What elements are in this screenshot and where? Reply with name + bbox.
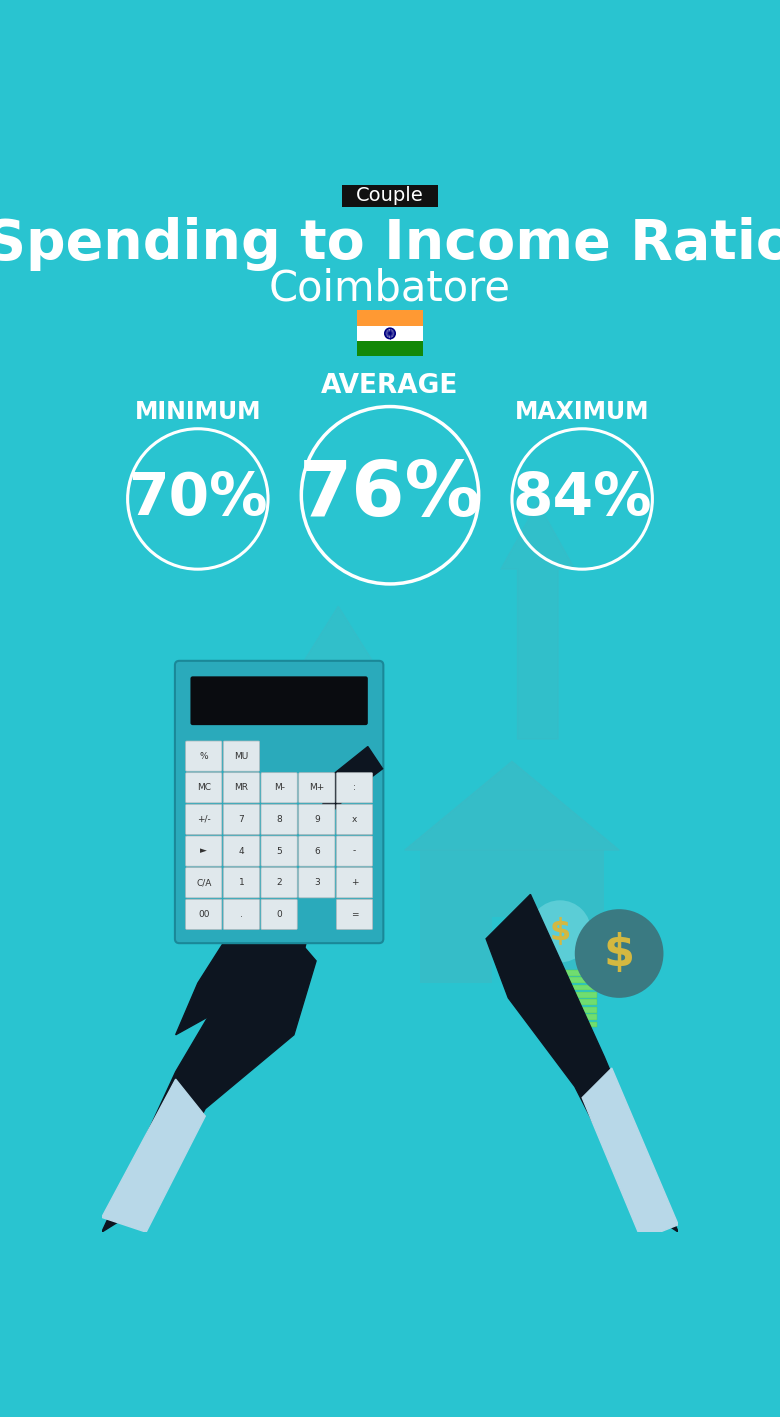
- FancyBboxPatch shape: [299, 805, 335, 835]
- Polygon shape: [301, 606, 375, 813]
- Text: MR: MR: [235, 784, 249, 792]
- FancyBboxPatch shape: [299, 836, 335, 866]
- FancyBboxPatch shape: [186, 867, 222, 898]
- Bar: [356, 310, 424, 326]
- Bar: [538, 1022, 597, 1027]
- FancyBboxPatch shape: [175, 660, 383, 944]
- Text: AVERAGE: AVERAGE: [321, 373, 459, 398]
- Text: MINIMUM: MINIMUM: [135, 401, 261, 425]
- FancyBboxPatch shape: [223, 900, 260, 930]
- Circle shape: [575, 910, 664, 998]
- Text: MU: MU: [234, 751, 249, 761]
- Text: Couple: Couple: [356, 186, 424, 204]
- FancyBboxPatch shape: [186, 772, 222, 803]
- Text: 0: 0: [276, 910, 282, 918]
- Text: 7: 7: [239, 815, 244, 823]
- Polygon shape: [486, 894, 679, 1233]
- Text: 5: 5: [276, 846, 282, 856]
- Bar: [491, 917, 532, 983]
- FancyBboxPatch shape: [336, 836, 373, 866]
- Text: 8: 8: [276, 815, 282, 823]
- Text: 00: 00: [198, 910, 210, 918]
- FancyBboxPatch shape: [190, 676, 368, 726]
- Bar: [356, 326, 424, 341]
- Text: 1: 1: [239, 879, 244, 887]
- Polygon shape: [582, 1068, 679, 1240]
- Bar: [538, 1006, 597, 1013]
- FancyBboxPatch shape: [223, 836, 260, 866]
- Bar: [356, 341, 424, 356]
- FancyBboxPatch shape: [261, 772, 297, 803]
- Text: Spending to Income Ratio: Spending to Income Ratio: [0, 217, 780, 271]
- Text: 76%: 76%: [299, 458, 481, 533]
- Text: 70%: 70%: [128, 470, 268, 527]
- Text: x: x: [352, 815, 357, 823]
- Polygon shape: [176, 835, 331, 1034]
- FancyBboxPatch shape: [186, 900, 222, 930]
- FancyBboxPatch shape: [336, 867, 373, 898]
- Text: 6: 6: [314, 846, 320, 856]
- FancyBboxPatch shape: [223, 805, 260, 835]
- Text: M-: M-: [274, 784, 285, 792]
- Text: 84%: 84%: [512, 470, 652, 527]
- Text: 3: 3: [314, 879, 320, 887]
- Text: =: =: [351, 910, 358, 918]
- Polygon shape: [501, 503, 575, 740]
- Text: $: $: [604, 932, 635, 975]
- FancyBboxPatch shape: [336, 900, 373, 930]
- Polygon shape: [405, 761, 619, 850]
- Polygon shape: [101, 1080, 205, 1233]
- Bar: [538, 992, 597, 998]
- Text: .: .: [240, 910, 243, 918]
- Text: +/-: +/-: [197, 815, 211, 823]
- Text: MAXIMUM: MAXIMUM: [515, 401, 650, 425]
- FancyBboxPatch shape: [223, 772, 260, 803]
- Text: +: +: [351, 879, 358, 887]
- FancyBboxPatch shape: [261, 836, 297, 866]
- FancyBboxPatch shape: [186, 836, 222, 866]
- Text: MC: MC: [197, 784, 211, 792]
- Bar: [538, 978, 597, 983]
- Bar: [420, 850, 604, 983]
- FancyBboxPatch shape: [186, 741, 222, 771]
- FancyBboxPatch shape: [299, 867, 335, 898]
- Text: :: :: [353, 784, 356, 792]
- FancyBboxPatch shape: [342, 183, 438, 207]
- Text: C/A: C/A: [196, 879, 211, 887]
- Text: 4: 4: [239, 846, 244, 856]
- FancyBboxPatch shape: [261, 867, 297, 898]
- Bar: [538, 985, 597, 990]
- Text: ►: ►: [200, 846, 207, 856]
- Text: 9: 9: [314, 815, 320, 823]
- Bar: [538, 999, 597, 1005]
- FancyBboxPatch shape: [223, 741, 260, 771]
- Bar: [538, 1015, 597, 1020]
- Text: M+: M+: [309, 784, 324, 792]
- FancyBboxPatch shape: [336, 805, 373, 835]
- Text: 2: 2: [276, 879, 282, 887]
- Text: Coimbatore: Coimbatore: [269, 268, 511, 309]
- Text: %: %: [200, 751, 208, 761]
- Text: -: -: [353, 846, 356, 856]
- FancyBboxPatch shape: [261, 900, 297, 930]
- FancyBboxPatch shape: [186, 805, 222, 835]
- FancyBboxPatch shape: [223, 867, 260, 898]
- Polygon shape: [316, 747, 383, 828]
- Polygon shape: [101, 910, 316, 1233]
- Circle shape: [529, 900, 591, 962]
- FancyBboxPatch shape: [336, 772, 373, 803]
- FancyBboxPatch shape: [261, 805, 297, 835]
- FancyBboxPatch shape: [299, 772, 335, 803]
- Text: $: $: [549, 917, 571, 945]
- Bar: [538, 969, 597, 976]
